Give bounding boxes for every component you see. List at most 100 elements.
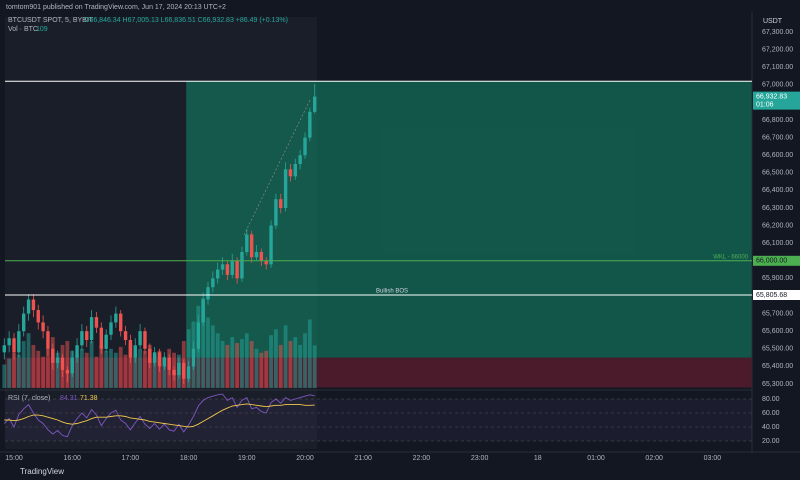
volume-bar xyxy=(215,333,220,388)
candle-body xyxy=(60,357,65,370)
volume-bar xyxy=(133,352,138,388)
candle-body xyxy=(157,352,162,367)
candle-body xyxy=(51,348,55,363)
candle-body xyxy=(259,252,264,261)
candle-body xyxy=(12,338,16,353)
volume-bar xyxy=(303,333,307,388)
y-tick-label: 67,100.00 xyxy=(762,64,793,71)
volume-bar xyxy=(7,358,12,388)
volume-bar xyxy=(298,344,303,388)
rsi-title: RSI (7, close) xyxy=(8,395,50,402)
candle-body xyxy=(191,348,196,367)
volume-bar xyxy=(109,348,113,388)
candle-body xyxy=(26,299,31,314)
candle-body xyxy=(70,357,74,374)
zone xyxy=(186,81,752,358)
candle-body xyxy=(123,331,128,340)
publisher: tomtom901 published on TradingView.com, … xyxy=(6,4,226,11)
volume-bar xyxy=(274,329,278,388)
x-tick-label: 20:00 xyxy=(296,455,314,462)
x-tick-label: 15:00 xyxy=(5,455,23,462)
volume-bar xyxy=(55,352,60,388)
candle-body xyxy=(65,369,70,374)
volume-bar xyxy=(186,329,191,388)
rsi-ma-line xyxy=(4,403,315,428)
y-tick-label: 65,600.00 xyxy=(762,328,793,335)
candle-body xyxy=(216,269,220,279)
candle-body xyxy=(249,234,254,258)
volume-bar xyxy=(12,352,16,388)
candle-body xyxy=(109,322,113,335)
candle-body xyxy=(269,225,273,265)
y-tick-label: 65,300.00 xyxy=(762,381,793,388)
candle-body xyxy=(143,331,147,349)
y-tick-label: 66,400.00 xyxy=(762,187,793,194)
last-price-box xyxy=(753,91,800,110)
volume-bar xyxy=(307,319,312,388)
countdown: 01:06 xyxy=(756,101,774,108)
volume-bar xyxy=(249,341,254,388)
candle-body xyxy=(80,331,84,346)
candle-body xyxy=(133,345,137,358)
last-price-label: 66,932.83 xyxy=(756,93,787,100)
x-tick-label: 23:00 xyxy=(471,455,489,462)
candle-body xyxy=(17,331,21,353)
volume-bar xyxy=(65,341,70,388)
rsi-tick-label: 80.00 xyxy=(762,396,780,403)
x-tick-label: 16:00 xyxy=(63,455,81,462)
price-label: 66,000.00 xyxy=(756,258,787,265)
volume-bar xyxy=(288,341,293,388)
candle-body xyxy=(245,234,249,252)
volume-bar xyxy=(152,354,157,388)
candle-body xyxy=(172,369,176,376)
volume-bar xyxy=(240,339,244,388)
volume-value: 109 xyxy=(36,26,48,33)
volume-bar xyxy=(264,350,269,388)
volume-bar xyxy=(94,356,99,388)
volume-bar xyxy=(128,343,133,388)
volume-bar xyxy=(31,344,36,388)
candle-body xyxy=(288,169,293,177)
candle-body xyxy=(167,357,171,370)
candle-body xyxy=(274,199,278,226)
candle-body xyxy=(283,169,288,208)
candle-body xyxy=(128,340,133,358)
x-tick-label: 01:00 xyxy=(587,455,605,462)
level-note: Bullish BOS xyxy=(376,289,408,295)
candle-body xyxy=(225,264,230,275)
price-label-box xyxy=(753,290,800,301)
candle-body xyxy=(99,327,103,349)
candle-body xyxy=(235,260,239,279)
volume-bar xyxy=(104,350,109,388)
y-tick-label: 66,700.00 xyxy=(762,134,793,141)
volume-bar xyxy=(259,352,264,388)
candle-body xyxy=(119,313,123,332)
volume-bar xyxy=(312,345,317,388)
volume-bar xyxy=(80,348,84,388)
volume-bar xyxy=(46,348,50,388)
volume-bar xyxy=(235,343,239,388)
candle-body xyxy=(36,310,40,323)
ohlc: O66,846.34 H67,005.13 L66,836.51 C66,932… xyxy=(84,17,288,24)
candle-body xyxy=(211,278,215,288)
volume-bar xyxy=(244,333,249,388)
candle-body xyxy=(2,345,6,353)
rsi-tick-label: 60.00 xyxy=(762,410,780,417)
volume-bar xyxy=(283,325,288,388)
x-tick-label: 19:00 xyxy=(238,455,256,462)
volume-bar xyxy=(21,341,26,388)
candle-body xyxy=(148,348,152,363)
x-tick-label: 17:00 xyxy=(122,455,140,462)
candle-body xyxy=(162,357,167,367)
volume-bar xyxy=(89,341,94,388)
candle-body xyxy=(41,322,45,332)
volume-bar xyxy=(75,354,79,388)
y-tick-label: 67,000.00 xyxy=(762,82,793,89)
rsi-tick-label: 20.00 xyxy=(762,438,780,445)
rsi-line xyxy=(3,393,315,438)
candle-body xyxy=(230,260,234,275)
y-tick-label: 66,500.00 xyxy=(762,170,793,177)
volume-bar xyxy=(293,337,298,388)
volume-label: Vol · BTC xyxy=(8,26,38,33)
candle-body xyxy=(138,331,142,346)
